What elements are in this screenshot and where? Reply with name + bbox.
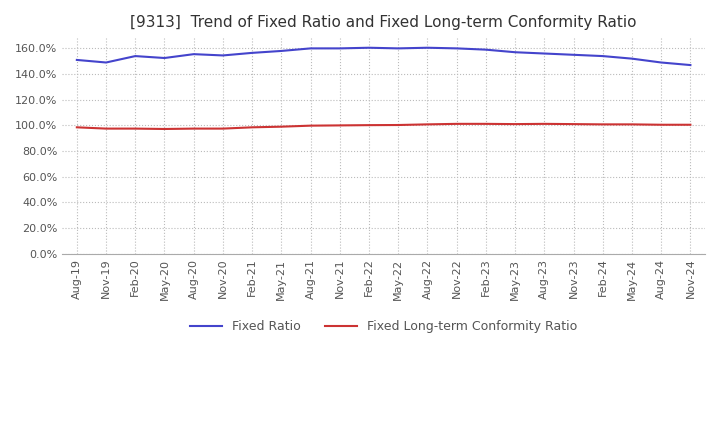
Fixed Long-term Conformity Ratio [248, 125, 256, 130]
Fixed Ratio [160, 55, 168, 61]
Fixed Ratio [686, 62, 695, 68]
Fixed Long-term Conformity Ratio [423, 122, 432, 127]
Fixed Long-term Conformity Ratio [336, 123, 344, 128]
Fixed Long-term Conformity Ratio [598, 122, 607, 127]
Fixed Long-term Conformity Ratio [219, 126, 228, 131]
Fixed Ratio [540, 51, 549, 56]
Fixed Long-term Conformity Ratio [160, 126, 168, 132]
Fixed Ratio [452, 46, 461, 51]
Fixed Ratio [189, 51, 198, 57]
Fixed Ratio [73, 57, 81, 62]
Fixed Long-term Conformity Ratio [570, 121, 578, 127]
Fixed Long-term Conformity Ratio [657, 122, 665, 128]
Fixed Long-term Conformity Ratio [510, 121, 519, 127]
Fixed Ratio [131, 53, 140, 59]
Fixed Ratio [248, 50, 256, 55]
Fixed Long-term Conformity Ratio [102, 126, 110, 131]
Fixed Long-term Conformity Ratio [394, 122, 402, 128]
Fixed Long-term Conformity Ratio [277, 124, 286, 129]
Fixed Long-term Conformity Ratio [452, 121, 461, 126]
Fixed Ratio [423, 45, 432, 50]
Fixed Long-term Conformity Ratio [628, 122, 636, 127]
Line: Fixed Ratio: Fixed Ratio [77, 48, 690, 65]
Fixed Ratio [510, 50, 519, 55]
Fixed Ratio [394, 46, 402, 51]
Fixed Long-term Conformity Ratio [131, 126, 140, 131]
Fixed Ratio [657, 60, 665, 65]
Fixed Ratio [570, 52, 578, 58]
Fixed Ratio [628, 56, 636, 61]
Fixed Long-term Conformity Ratio [540, 121, 549, 126]
Fixed Long-term Conformity Ratio [306, 123, 315, 128]
Title: [9313]  Trend of Fixed Ratio and Fixed Long-term Conformity Ratio: [9313] Trend of Fixed Ratio and Fixed Lo… [130, 15, 637, 30]
Fixed Ratio [365, 45, 374, 50]
Fixed Long-term Conformity Ratio [365, 122, 374, 128]
Fixed Long-term Conformity Ratio [482, 121, 490, 126]
Fixed Long-term Conformity Ratio [189, 126, 198, 131]
Fixed Ratio [336, 46, 344, 51]
Fixed Ratio [102, 60, 110, 65]
Fixed Ratio [277, 48, 286, 54]
Line: Fixed Long-term Conformity Ratio: Fixed Long-term Conformity Ratio [77, 124, 690, 129]
Fixed Ratio [482, 47, 490, 52]
Legend: Fixed Ratio, Fixed Long-term Conformity Ratio: Fixed Ratio, Fixed Long-term Conformity … [185, 315, 582, 338]
Fixed Ratio [219, 53, 228, 58]
Fixed Long-term Conformity Ratio [73, 125, 81, 130]
Fixed Long-term Conformity Ratio [686, 122, 695, 128]
Fixed Ratio [306, 46, 315, 51]
Fixed Ratio [598, 53, 607, 59]
